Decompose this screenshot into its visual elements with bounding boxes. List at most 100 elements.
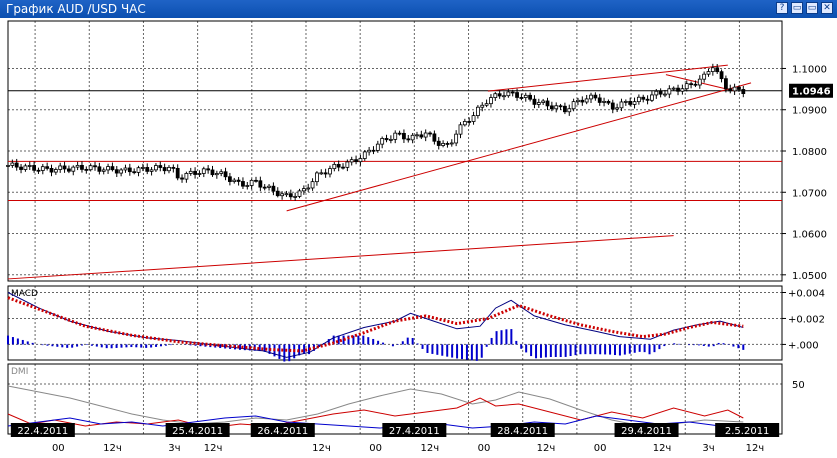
candle-body — [71, 166, 76, 172]
candle-body — [97, 166, 102, 172]
candle-body — [449, 142, 454, 145]
candle-body — [362, 151, 367, 159]
price-tick-label: 1.0700 — [792, 188, 827, 199]
candle-body — [145, 167, 150, 172]
candle-body — [693, 83, 698, 86]
candle-body — [158, 165, 163, 168]
candle-body — [471, 115, 476, 122]
candle-body — [232, 179, 237, 182]
candle-body — [58, 165, 63, 170]
candle-body — [615, 107, 620, 110]
candle-body — [197, 173, 202, 175]
candle-body — [140, 167, 145, 169]
candle-body — [32, 165, 37, 171]
candle-body — [497, 93, 502, 97]
candle-body — [536, 102, 541, 105]
candle-body — [597, 97, 602, 103]
candle-body — [702, 73, 707, 80]
candle-body — [40, 166, 45, 171]
macd-line — [7, 292, 744, 358]
candle-body — [180, 177, 184, 180]
candle-body — [541, 100, 546, 103]
window-titlebar: График AUD /USD ЧАС ? ▭ ▭ ✕ — [0, 0, 837, 18]
candle-body — [284, 193, 289, 196]
candle-body — [49, 168, 54, 173]
candle-body — [315, 172, 319, 183]
candle-body — [319, 172, 324, 175]
candle-body — [262, 186, 267, 189]
candle-body — [206, 168, 211, 171]
candle-body — [610, 102, 615, 110]
macd-label: MACD — [11, 289, 38, 299]
last-price-marker — [789, 83, 833, 98]
candle-body — [149, 169, 154, 172]
candle-body — [27, 165, 32, 167]
candle-body — [719, 71, 724, 80]
candle-body — [415, 134, 419, 137]
hour-tick-label: 00 — [52, 443, 65, 454]
candle-body — [332, 163, 337, 170]
candle-body — [154, 165, 158, 171]
macd-panel — [7, 285, 783, 361]
candle-body — [375, 143, 380, 151]
candle-body — [201, 168, 206, 174]
hour-tick-label: 00 — [478, 443, 491, 454]
candle-body — [236, 179, 241, 182]
dmi-tick-label: 50 — [792, 380, 805, 391]
candle-body — [249, 179, 254, 186]
candle-body — [132, 171, 137, 174]
candle-body — [445, 143, 450, 145]
price-tick-label: 1.0900 — [792, 106, 827, 117]
candle-body — [554, 105, 559, 110]
candle-body — [432, 133, 437, 142]
macd-signal-line — [7, 296, 744, 353]
candle-body — [480, 104, 485, 108]
candle-body — [328, 168, 332, 175]
candle-body — [684, 83, 689, 90]
candle-body — [532, 98, 537, 105]
candle-body — [423, 132, 428, 138]
candle-body — [36, 169, 41, 172]
candle-body — [323, 172, 328, 175]
candle-body — [563, 105, 567, 113]
candle-body — [380, 138, 385, 145]
candle-body — [93, 165, 97, 168]
candle-body — [367, 149, 372, 153]
candle-body — [419, 134, 424, 138]
price-tick-label: 1.0600 — [792, 230, 827, 241]
candle-body — [436, 140, 441, 146]
candle-body — [623, 100, 628, 103]
candle-body — [210, 169, 215, 176]
candle-body — [188, 170, 193, 174]
candle-body — [184, 173, 189, 180]
candle-body — [23, 165, 28, 170]
candle-body — [650, 94, 654, 101]
date-label-box — [250, 423, 315, 437]
candle-body — [737, 86, 741, 90]
close-button[interactable]: ✕ — [821, 2, 833, 14]
minimize-button[interactable]: ▭ — [791, 2, 803, 14]
candle-body — [275, 190, 280, 197]
date-label: 2.5.2011 — [725, 426, 770, 437]
candle-body — [171, 166, 176, 169]
candle-body — [288, 193, 293, 198]
candle-body — [193, 170, 197, 175]
candle-body — [310, 181, 315, 189]
date-label-box — [10, 423, 75, 437]
candle-body — [549, 105, 554, 110]
macd-tick-label: +0.004 — [788, 288, 825, 299]
window-title: График AUD /USD ЧАС — [6, 2, 146, 16]
dmi-minus-line — [7, 415, 744, 429]
help-button[interactable]: ? — [776, 2, 788, 14]
candle-body — [349, 159, 354, 163]
candle-body — [732, 86, 737, 92]
candle-body — [123, 167, 128, 171]
candle-body — [267, 185, 271, 188]
candle-body — [280, 193, 285, 197]
maximize-button[interactable]: ▭ — [806, 2, 818, 14]
candle-body — [336, 163, 341, 168]
candle-body — [593, 94, 598, 99]
chart-canvas[interactable]: 1.1000 1.0900 1.0800 1.0700 1.0600 1.0500 1.09… — [0, 18, 837, 458]
candle-body — [658, 90, 663, 95]
candle-body — [654, 90, 659, 96]
